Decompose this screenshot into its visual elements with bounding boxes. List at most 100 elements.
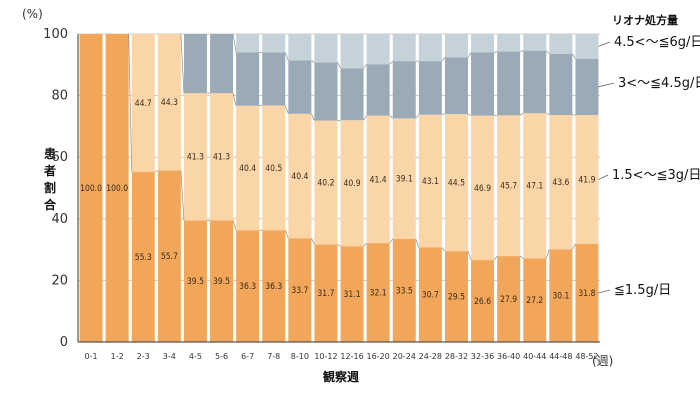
x-tick-label: 24-28 <box>419 352 442 361</box>
bar-segment <box>183 220 207 342</box>
x-tick-label: 20-24 <box>393 352 416 361</box>
bar-segment <box>210 220 234 342</box>
connector-line <box>546 50 550 54</box>
bar-segment <box>340 34 364 69</box>
data-label: 31.1 <box>344 290 361 300</box>
connector-line <box>441 247 446 252</box>
y-tick-label: 0 <box>60 335 68 350</box>
bar-segment <box>366 34 390 65</box>
bar-segment <box>262 105 286 231</box>
legend-leader-line <box>598 41 611 47</box>
bar-segment <box>314 244 338 342</box>
y-tick-label: 80 <box>51 89 68 104</box>
bar-segment <box>444 34 468 58</box>
bar-segment <box>236 230 260 342</box>
connector-line <box>441 57 446 62</box>
connector-line <box>232 220 237 231</box>
x-tick-label: 8-10 <box>291 352 309 361</box>
legend-title: リオナ処方量 <box>612 13 678 27</box>
bar-segment <box>523 50 547 114</box>
data-label: 44.5 <box>448 179 465 189</box>
x-tick-label: 4-5 <box>189 352 202 361</box>
bar-segment <box>575 244 599 342</box>
x-tick-label: 40-44 <box>523 352 546 361</box>
connector-line <box>311 238 315 245</box>
bar-segment <box>314 34 338 63</box>
bar-segment <box>262 34 286 53</box>
data-label: 27.9 <box>500 295 517 305</box>
data-label: 43.1 <box>422 177 439 187</box>
data-label: 40.4 <box>239 164 256 174</box>
bar-segment <box>392 34 416 62</box>
connector-line <box>572 243 576 250</box>
connector-line <box>180 170 185 221</box>
x-tick-label: 5-6 <box>215 352 228 361</box>
data-label: 26.6 <box>474 297 491 307</box>
connector-line <box>415 238 420 248</box>
connector-line <box>363 242 367 247</box>
y-axis-title: 患者割合 <box>43 146 57 212</box>
legend-item: ≦1.5g/日 <box>614 283 671 298</box>
data-label: 40.4 <box>291 172 308 182</box>
connector-line <box>154 170 158 173</box>
legend-leader-line <box>598 82 615 88</box>
legend-item: 1.5<～≦3g/日 <box>612 168 700 183</box>
bar-segment <box>418 34 442 62</box>
x-tick-label: 1-2 <box>111 352 124 361</box>
y-tick-label: 20 <box>51 273 68 288</box>
bar-segment <box>236 52 260 106</box>
data-label: 100.0 <box>106 184 128 194</box>
data-label: 41.4 <box>370 175 387 185</box>
bar-segment <box>210 34 234 94</box>
bar-segment <box>497 115 521 257</box>
data-labels: 100.0 100.0 55.3 44.7 55.7 44.3 39.5 41.3 39.5 41… <box>80 98 595 307</box>
x-tick-label: 0-1 <box>85 352 98 361</box>
connector-line <box>467 113 472 116</box>
bar-segment <box>314 120 338 245</box>
connector-line <box>572 53 576 59</box>
data-label: 39.5 <box>187 277 204 287</box>
connector-lines <box>128 33 576 261</box>
data-label: 40.9 <box>344 179 361 189</box>
x-tick-label: 48-52 <box>575 352 598 361</box>
legend-leader-line <box>598 174 609 180</box>
bar-segment <box>575 115 599 245</box>
bar-segment <box>157 170 181 342</box>
bar-segment <box>314 62 338 121</box>
x-tick-label: 2-3 <box>137 352 150 361</box>
x-tick-label: 10-12 <box>314 352 337 361</box>
connector-line <box>284 105 289 114</box>
data-label: 32.1 <box>370 289 387 299</box>
data-label: 36.3 <box>265 282 282 292</box>
data-label: 55.3 <box>135 253 152 263</box>
bar-segment <box>262 230 286 342</box>
bar-segment <box>497 34 521 52</box>
bar-segment <box>392 61 416 119</box>
bar-segment <box>471 115 495 261</box>
connector-line <box>389 60 393 65</box>
connector-line <box>232 33 237 53</box>
connector-line <box>232 93 237 106</box>
bar-segment <box>340 68 364 121</box>
bar-segment <box>497 256 521 342</box>
bar-segment <box>236 34 260 53</box>
data-label: 44.3 <box>161 98 178 108</box>
x-tick-label: 28-32 <box>445 352 468 361</box>
data-label: 29.5 <box>448 293 465 303</box>
connector-line <box>389 115 393 119</box>
connector-line <box>311 113 315 121</box>
connector-line <box>546 112 550 116</box>
bar-segment <box>575 34 599 59</box>
connector-line <box>284 52 289 61</box>
bar-segment <box>549 115 573 250</box>
x-tick-label: 44-48 <box>549 352 572 361</box>
x-tick-label: 3-4 <box>163 352 176 361</box>
bar-segment <box>288 34 312 61</box>
data-label: 39.5 <box>213 277 230 287</box>
connector-line <box>180 33 185 94</box>
bar-segment <box>183 34 207 94</box>
connector-line <box>415 114 420 119</box>
bars-layer <box>79 34 599 342</box>
connector-line <box>363 63 367 69</box>
